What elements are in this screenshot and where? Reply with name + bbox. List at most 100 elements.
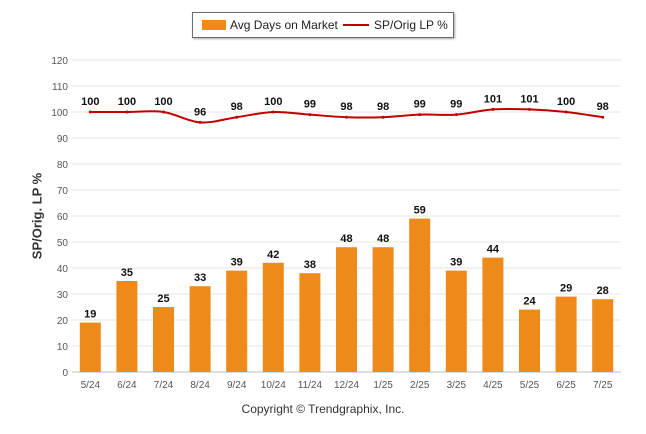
legend-item-bar[interactable]: Avg Days on Market [202, 13, 338, 37]
y-tick-label: 100 [51, 108, 68, 119]
line-series [88, 107, 605, 124]
y-tick-label: 30 [57, 290, 69, 301]
legend-bar-swatch [202, 20, 226, 30]
x-tick-label: 12/24 [334, 380, 359, 391]
line-point [418, 113, 422, 117]
y-tick-labels: 0 10 20 30 40 50 60 70 80 90 100 110 120 [51, 56, 68, 379]
bar-data-label: 28 [597, 285, 609, 297]
line-point [162, 110, 165, 114]
bar-data-label: 35 [121, 267, 133, 279]
y-tick-label: 40 [57, 264, 69, 275]
bar [79, 322, 101, 372]
line-data-label: 100 [264, 96, 282, 108]
x-tick-label: 10/24 [261, 380, 286, 391]
x-tick-label: 5/25 [520, 380, 540, 391]
bar [519, 309, 540, 372]
line-data-label: 99 [304, 99, 316, 111]
y-tick-label: 0 [62, 368, 68, 379]
line-point [454, 113, 458, 117]
line-point [601, 115, 605, 119]
bar [189, 286, 211, 372]
line-point [345, 115, 348, 119]
bar [445, 270, 467, 372]
bar [262, 262, 284, 372]
y-tick-label: 70 [57, 186, 69, 197]
line-point [125, 110, 129, 114]
line-data-label: 98 [231, 101, 243, 113]
bar-data-label: 59 [414, 205, 426, 217]
bar [336, 247, 357, 372]
bar [372, 247, 394, 372]
bar [116, 281, 138, 372]
bar [555, 296, 577, 372]
x-tick-label: 6/25 [556, 380, 576, 391]
bar-data-label: 25 [157, 293, 169, 305]
bar [153, 307, 174, 372]
bar-data-label: 42 [267, 249, 279, 261]
line-data-label: 100 [557, 96, 575, 108]
data-labels: 19 35 25 33 39 42 38 48 48 59 39 44 24 29 28 100 100 100 9… [81, 93, 609, 320]
y-tick-label: 90 [57, 134, 69, 145]
bar [592, 299, 614, 372]
x-tick-label: 11/24 [298, 380, 323, 391]
bar [299, 273, 321, 372]
bar-data-label: 24 [523, 296, 536, 308]
bar-data-label: 48 [377, 233, 389, 245]
y-tick-label: 80 [57, 160, 69, 171]
line-point [88, 110, 92, 114]
bar-series [79, 218, 614, 372]
line-data-label: 96 [194, 106, 206, 118]
bar-data-label: 48 [340, 233, 352, 245]
line-point [381, 115, 385, 119]
x-tick-label: 5/24 [81, 380, 101, 391]
line-data-label: 99 [414, 99, 426, 111]
line-point [491, 107, 495, 111]
bar [226, 270, 248, 372]
line-data-label: 101 [520, 93, 538, 105]
line-data-label: 100 [118, 96, 136, 108]
bar-data-label: 33 [194, 272, 206, 284]
y-tick-label: 110 [52, 82, 68, 93]
x-tick-labels: 5/24 6/24 7/24 8/24 9/24 10/24 11/24 12/24 1/25 2… [81, 380, 613, 391]
legend-line-swatch [343, 24, 369, 26]
y-axis-label: SP/Orig. LP % [29, 172, 45, 260]
line-data-label: 98 [377, 101, 389, 113]
line-point [308, 113, 312, 117]
line-data-label: 100 [81, 96, 99, 108]
x-tick-label: 2/25 [410, 380, 430, 391]
legend-line-label: SP/Orig LP % [374, 18, 448, 32]
x-tick-label: 3/25 [447, 380, 467, 391]
bar-data-label: 19 [84, 309, 96, 321]
y-tick-label: 50 [57, 238, 69, 249]
y-tick-label: 120 [51, 56, 68, 67]
line-data-label: 101 [484, 93, 502, 105]
x-tick-label: 7/25 [593, 380, 613, 391]
line-data-label: 98 [340, 101, 352, 113]
line-point [198, 120, 202, 124]
bar-data-label: 38 [304, 259, 316, 271]
bar-data-label: 39 [231, 257, 243, 269]
x-tick-label: 4/25 [483, 380, 503, 391]
legend: Avg Days on Market SP/Orig LP % [192, 12, 454, 38]
x-tick-label: 6/24 [117, 380, 137, 391]
x-tick-label: 8/24 [190, 380, 210, 391]
line-data-label: 99 [450, 99, 462, 111]
legend-item-line[interactable]: SP/Orig LP % [343, 13, 448, 37]
x-tick-label: 7/24 [154, 380, 174, 391]
line-data-label: 100 [154, 96, 172, 108]
line-point [271, 110, 275, 114]
y-tick-label: 60 [57, 212, 69, 223]
bar-data-label: 44 [487, 244, 500, 256]
y-tick-label: 20 [57, 316, 69, 327]
bar-data-label: 39 [450, 257, 462, 269]
line-point [528, 107, 531, 111]
line-point [564, 110, 568, 114]
bar-data-label: 29 [560, 283, 572, 295]
y-tick-label: 10 [57, 342, 69, 353]
bar [409, 218, 431, 372]
bar [482, 257, 504, 372]
x-tick-label: 9/24 [227, 380, 247, 391]
legend-bar-label: Avg Days on Market [230, 18, 338, 32]
line-data-label: 98 [597, 101, 609, 113]
